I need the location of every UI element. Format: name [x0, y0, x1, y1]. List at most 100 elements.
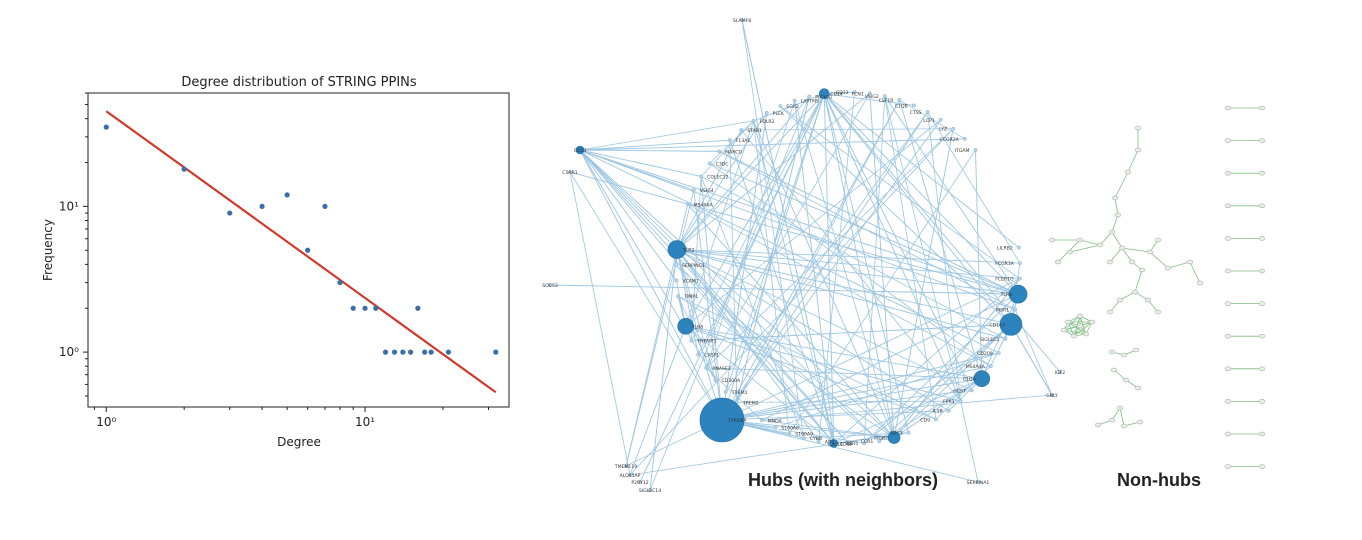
node-label: CD53 [574, 148, 587, 154]
node-label: C5AR1 [562, 170, 577, 176]
network-edge [685, 325, 961, 402]
nonhub-node [1114, 212, 1122, 218]
network-edge [676, 93, 871, 250]
node-label: VCAM1 [682, 279, 698, 285]
nonhub-node [1258, 431, 1266, 437]
network-node [739, 128, 744, 132]
nonhub-node [1110, 367, 1118, 373]
network-edge [721, 93, 825, 421]
nonhub-node [1258, 366, 1266, 372]
hub-node [999, 313, 1023, 336]
network-edge [863, 293, 1019, 444]
network-node [764, 111, 769, 115]
network-node [751, 118, 756, 123]
data-point [322, 203, 328, 209]
network-edge [700, 176, 1006, 340]
nonhub-node [1111, 195, 1119, 201]
node-label: FOLR2 [760, 119, 775, 125]
network-node [934, 417, 938, 422]
network-node [696, 352, 701, 357]
nonhub-edge [1063, 315, 1081, 331]
network-edge [721, 99, 900, 421]
nonhub-node [1064, 319, 1072, 325]
network-node [801, 436, 806, 440]
network-node [548, 283, 552, 287]
network-edge [981, 293, 1019, 379]
network-node [691, 188, 696, 192]
y-tick-label: 10⁰ [59, 345, 79, 359]
network-edge [649, 96, 810, 491]
network-edge [677, 295, 716, 381]
network-node [674, 278, 679, 283]
network-edge [893, 278, 1021, 438]
network-edge [709, 120, 754, 164]
nonhub-node [1146, 249, 1154, 255]
network-node [911, 103, 916, 108]
node-label: C1QB [895, 103, 908, 109]
node-label: TMEM119 [614, 464, 637, 470]
data-point [181, 166, 187, 172]
node-label: FPR1 [943, 399, 955, 405]
network-node [847, 442, 851, 446]
nonhub-network-caption: Non-hubs [1117, 470, 1201, 490]
nonhub-node [1258, 203, 1266, 209]
network-node [685, 202, 690, 207]
network-edge [823, 93, 1019, 295]
data-point [259, 203, 265, 209]
x-tick-label: 10⁰ [96, 415, 116, 429]
nonhub-edge [1121, 247, 1133, 263]
data-point [400, 349, 406, 355]
network-edge [740, 129, 961, 402]
network-edge [823, 93, 962, 402]
hub-node [829, 439, 839, 448]
node-label: CCR1 [861, 439, 874, 445]
nonhub-node [1224, 138, 1232, 143]
node-label: SIGLEC14 [639, 488, 661, 494]
network-edge [736, 400, 961, 403]
node-label: SERPINA1 [967, 480, 990, 486]
node-label: TREM2 [742, 400, 759, 406]
network-edge [823, 93, 1012, 325]
network-edge [676, 129, 742, 250]
nonhub-node [1134, 385, 1142, 391]
network-edge [676, 249, 820, 442]
network-edge [719, 151, 1019, 295]
node-label: TLR2 [682, 248, 695, 254]
data-point [337, 279, 343, 286]
network-node [867, 91, 872, 96]
node-label: CTSS [910, 110, 922, 116]
nonhub-node [1258, 105, 1266, 111]
node-label: CD9 [920, 417, 930, 423]
data-point [445, 349, 452, 355]
network-edge [549, 284, 1019, 295]
node-label: CYBB [810, 436, 822, 442]
nonhub-node [1196, 280, 1204, 286]
nonhub-node [1122, 377, 1130, 383]
nonhub-node [1082, 331, 1090, 337]
network-edge [676, 249, 1020, 264]
network-edge [741, 19, 805, 439]
node-label: MNDA [768, 418, 783, 424]
nonhub-node [1076, 323, 1084, 329]
node-label: SLAMF8 [733, 18, 751, 24]
nonhub-edge [1189, 261, 1201, 284]
network-node [807, 94, 812, 99]
data-point [227, 210, 233, 216]
data-point [350, 305, 356, 311]
hub-node [667, 240, 687, 259]
nonhub-node [1128, 259, 1136, 265]
nonhub-network-panel: Non-hubs [1040, 0, 1362, 536]
network-edge [833, 378, 982, 444]
nonhub-node [1154, 237, 1162, 243]
network-node [1016, 245, 1021, 250]
node-label: ADC3 [890, 431, 903, 437]
node-label: S100A8 [781, 425, 799, 431]
network-edge [741, 19, 835, 444]
nonhub-edge [1149, 251, 1169, 269]
node-label: MARCO [725, 149, 742, 155]
network-edge [579, 149, 895, 438]
network-node [1018, 261, 1022, 265]
node-label: TYROBP [727, 418, 747, 424]
network-edge [721, 419, 865, 444]
network-node [976, 480, 980, 484]
